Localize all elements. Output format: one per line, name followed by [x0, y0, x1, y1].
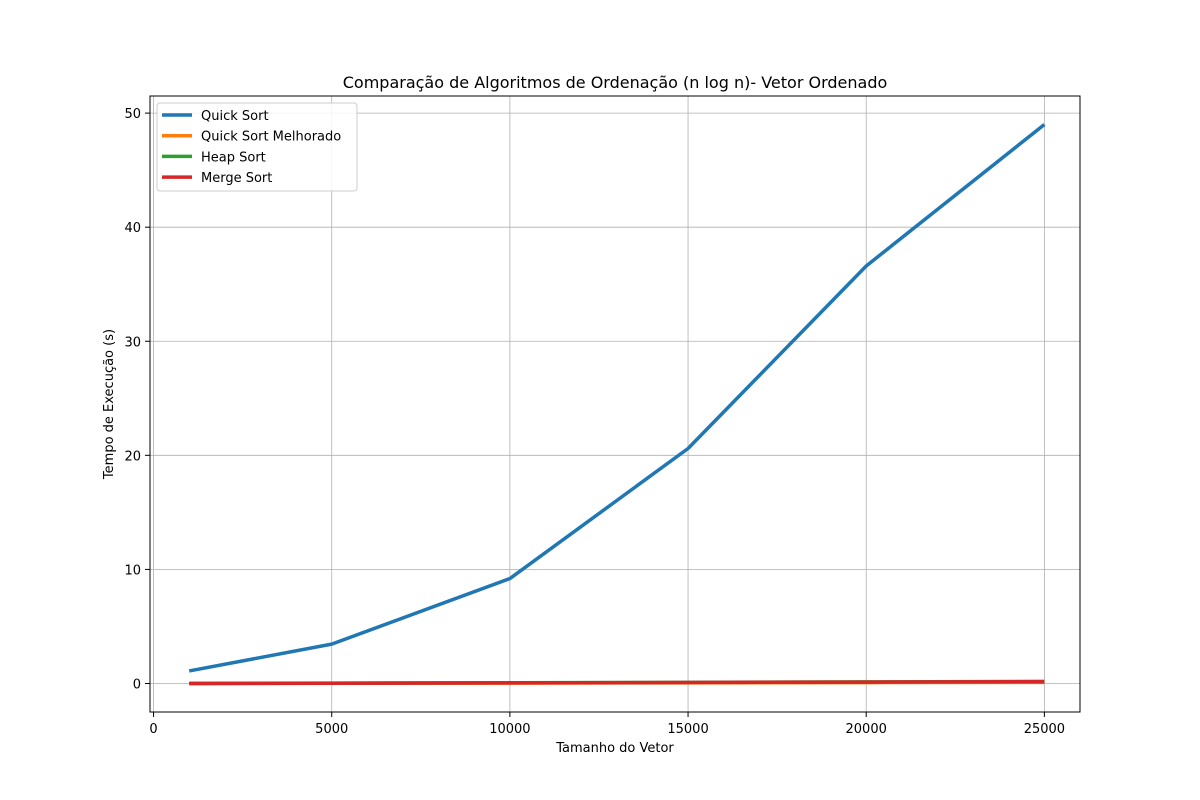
y-tick-label: 20: [124, 449, 141, 464]
series-line-merge-sort: [189, 679, 1045, 686]
legend-label: Heap Sort: [201, 150, 266, 165]
chart-title: Comparação de Algoritmos de Ordenação (n…: [343, 73, 888, 92]
legend-box: [156, 102, 358, 192]
x-tick-label: 5000: [315, 722, 348, 737]
legend: Quick Sort Quick Sort Melhorado Heap Sort M…: [156, 102, 358, 192]
legend-label: Quick Sort: [201, 109, 269, 124]
y-tick-label: 40: [124, 221, 141, 236]
series-layer: [188, 123, 1046, 686]
series-line-quick-sort: [188, 123, 1046, 673]
y-tick-label: 50: [124, 107, 141, 122]
x-axis-label: Tamanho do Vetor: [555, 741, 674, 756]
y-tick-label: 0: [133, 677, 141, 692]
x-tick-label: 20000: [846, 722, 887, 737]
x-tick-label: 0: [149, 722, 157, 737]
legend-label: Merge Sort: [201, 171, 272, 186]
x-tick-label: 25000: [1024, 722, 1065, 737]
legend-label: Quick Sort Melhorado: [201, 130, 341, 145]
y-tick-label: 30: [124, 335, 141, 350]
x-tick-label: 15000: [667, 722, 708, 737]
x-tick-label: 10000: [489, 722, 530, 737]
plot-frame: [149, 95, 1081, 713]
tick-layer: 0 5000 10000 15000 20000 25000 0 10 20 30 40 50: [124, 107, 1065, 737]
y-tick-label: 10: [124, 563, 141, 578]
y-axis-label: Tempo de Execução (s): [102, 329, 117, 480]
